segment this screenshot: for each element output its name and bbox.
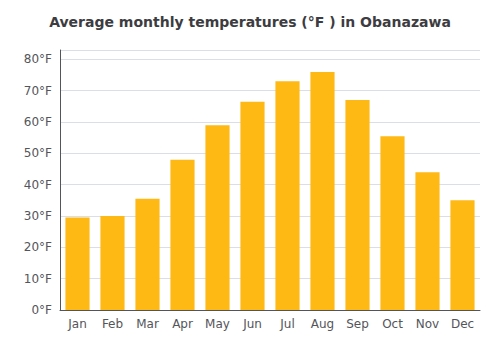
- svg-text:Aug: Aug: [311, 317, 334, 331]
- svg-text:Average monthly temperatures (: Average monthly temperatures (°F ) in Ob…: [49, 14, 451, 30]
- svg-text:0°F: 0°F: [31, 303, 52, 317]
- svg-text:50°F: 50°F: [24, 146, 52, 160]
- svg-text:80°F: 80°F: [24, 52, 52, 66]
- svg-text:Sep: Sep: [346, 317, 369, 331]
- svg-text:30°F: 30°F: [24, 209, 52, 223]
- svg-text:Feb: Feb: [102, 317, 123, 331]
- svg-text:May: May: [205, 317, 230, 331]
- svg-text:Nov: Nov: [416, 317, 439, 331]
- svg-text:Jun: Jun: [242, 317, 262, 331]
- svg-text:Jul: Jul: [279, 317, 294, 331]
- svg-text:20°F: 20°F: [24, 240, 52, 254]
- svg-text:Oct: Oct: [382, 317, 403, 331]
- svg-text:40°F: 40°F: [24, 178, 52, 192]
- svg-text:10°F: 10°F: [24, 272, 52, 286]
- svg-text:70°F: 70°F: [24, 84, 52, 98]
- svg-text:60°F: 60°F: [24, 115, 52, 129]
- svg-text:Dec: Dec: [451, 317, 474, 331]
- svg-text:Apr: Apr: [172, 317, 193, 331]
- svg-text:Mar: Mar: [136, 317, 159, 331]
- svg-text:Jan: Jan: [67, 317, 87, 331]
